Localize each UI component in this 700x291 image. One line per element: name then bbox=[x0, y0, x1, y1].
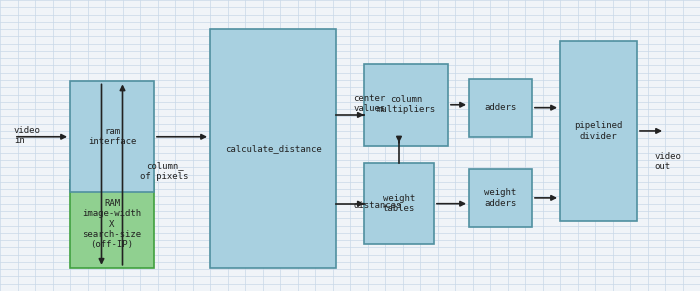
Text: center
values: center values bbox=[354, 94, 386, 113]
Text: column
multipliers: column multipliers bbox=[377, 95, 435, 114]
Text: RAM
image-width
X
search-size
(off-IP): RAM image-width X search-size (off-IP) bbox=[83, 199, 141, 249]
FancyBboxPatch shape bbox=[469, 79, 532, 137]
Text: adders: adders bbox=[484, 103, 517, 112]
FancyBboxPatch shape bbox=[560, 41, 637, 221]
FancyBboxPatch shape bbox=[70, 81, 154, 192]
FancyBboxPatch shape bbox=[210, 29, 336, 268]
FancyBboxPatch shape bbox=[364, 64, 448, 146]
Text: video
out: video out bbox=[654, 152, 681, 171]
Text: calculate_distance: calculate_distance bbox=[225, 144, 321, 153]
Text: ram
interface: ram interface bbox=[88, 127, 136, 146]
Text: video
in: video in bbox=[14, 126, 41, 145]
FancyBboxPatch shape bbox=[364, 163, 434, 244]
Text: weight
tables: weight tables bbox=[383, 194, 415, 213]
Text: distances: distances bbox=[354, 201, 402, 210]
FancyBboxPatch shape bbox=[70, 180, 154, 268]
FancyBboxPatch shape bbox=[469, 169, 532, 227]
Text: weight
adders: weight adders bbox=[484, 188, 517, 207]
Text: column_
of pixels: column_ of pixels bbox=[140, 162, 189, 181]
Text: pipelined
divider: pipelined divider bbox=[574, 121, 623, 141]
